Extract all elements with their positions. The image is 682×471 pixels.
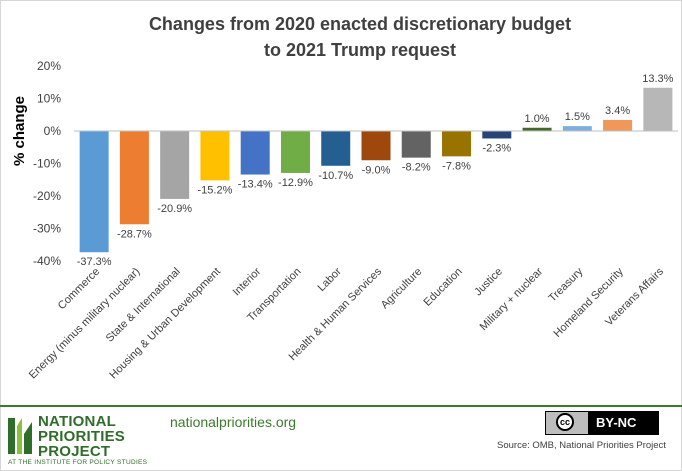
y-tick-label: -30% — [33, 222, 61, 236]
bar — [119, 131, 149, 225]
category-label: State & International — [104, 266, 183, 345]
bar — [240, 131, 270, 175]
footer-divider — [0, 405, 682, 407]
logo-mark-icon — [8, 418, 32, 454]
y-tick-label: -40% — [33, 254, 61, 268]
license-badge: cc BY-NC — [545, 411, 659, 435]
category-label: Agriculture — [379, 266, 425, 312]
bar — [562, 126, 592, 131]
bar — [200, 131, 230, 181]
y-tick-label: -10% — [33, 157, 61, 171]
data-label: -28.7% — [117, 228, 152, 240]
data-label: -9.0% — [362, 164, 391, 176]
chart-title-line1: Changes from 2020 enacted discretionary … — [148, 14, 572, 34]
category-label: Treasury — [547, 265, 586, 304]
bar — [643, 87, 673, 131]
bar — [361, 131, 391, 161]
bar — [160, 131, 190, 199]
data-label: -12.9% — [278, 177, 313, 189]
category-label: Justice — [472, 266, 505, 299]
bar — [522, 127, 552, 131]
y-tick-label: 10% — [37, 92, 61, 106]
data-label: -37.3% — [77, 256, 112, 268]
source-note: Source: OMB, National Priorities Project — [497, 440, 666, 451]
bar — [280, 131, 310, 173]
bar — [321, 131, 351, 166]
data-label: -15.2% — [198, 184, 233, 196]
category-label: Labor — [315, 265, 344, 294]
data-label: -7.8% — [442, 160, 471, 172]
y-axis-label: % change — [11, 96, 28, 166]
data-label: 13.3% — [642, 73, 673, 85]
y-tick-label: 20% — [37, 59, 61, 73]
data-label: -20.9% — [157, 203, 192, 215]
chart-title-line2: to 2021 Trump request — [263, 40, 457, 60]
data-label: -8.2% — [402, 162, 431, 174]
y-tick-label: 0% — [44, 124, 62, 138]
logo-line2: PRIORITIES — [38, 428, 126, 445]
npp-logo: NATIONAL PRIORITIES PROJECT AT THE INSTI… — [4, 412, 154, 468]
bar — [79, 131, 109, 253]
license-text: BY-NC — [596, 415, 637, 430]
data-label: 1.5% — [565, 111, 590, 123]
data-label: -2.3% — [482, 142, 511, 154]
category-label: Homeland Security — [552, 265, 627, 340]
data-label: 3.4% — [605, 105, 630, 117]
logo-line1: NATIONAL — [38, 413, 116, 430]
cc-icon: cc — [556, 413, 574, 431]
category-label: Interior — [231, 265, 264, 298]
y-tick-label: -20% — [33, 189, 61, 203]
website-link[interactable]: nationalpriorities.org — [170, 414, 297, 430]
data-label: 1.0% — [525, 113, 550, 125]
bar — [401, 131, 431, 158]
logo-tagline: AT THE INSTITUTE FOR POLICY STUDIES — [8, 459, 148, 466]
data-label: -13.4% — [238, 179, 273, 191]
bar — [482, 131, 512, 139]
bar — [603, 119, 633, 131]
bar — [442, 131, 472, 157]
data-label: -10.7% — [318, 170, 353, 182]
logo-line3: PROJECT — [38, 443, 111, 460]
category-label: Education — [422, 266, 465, 309]
